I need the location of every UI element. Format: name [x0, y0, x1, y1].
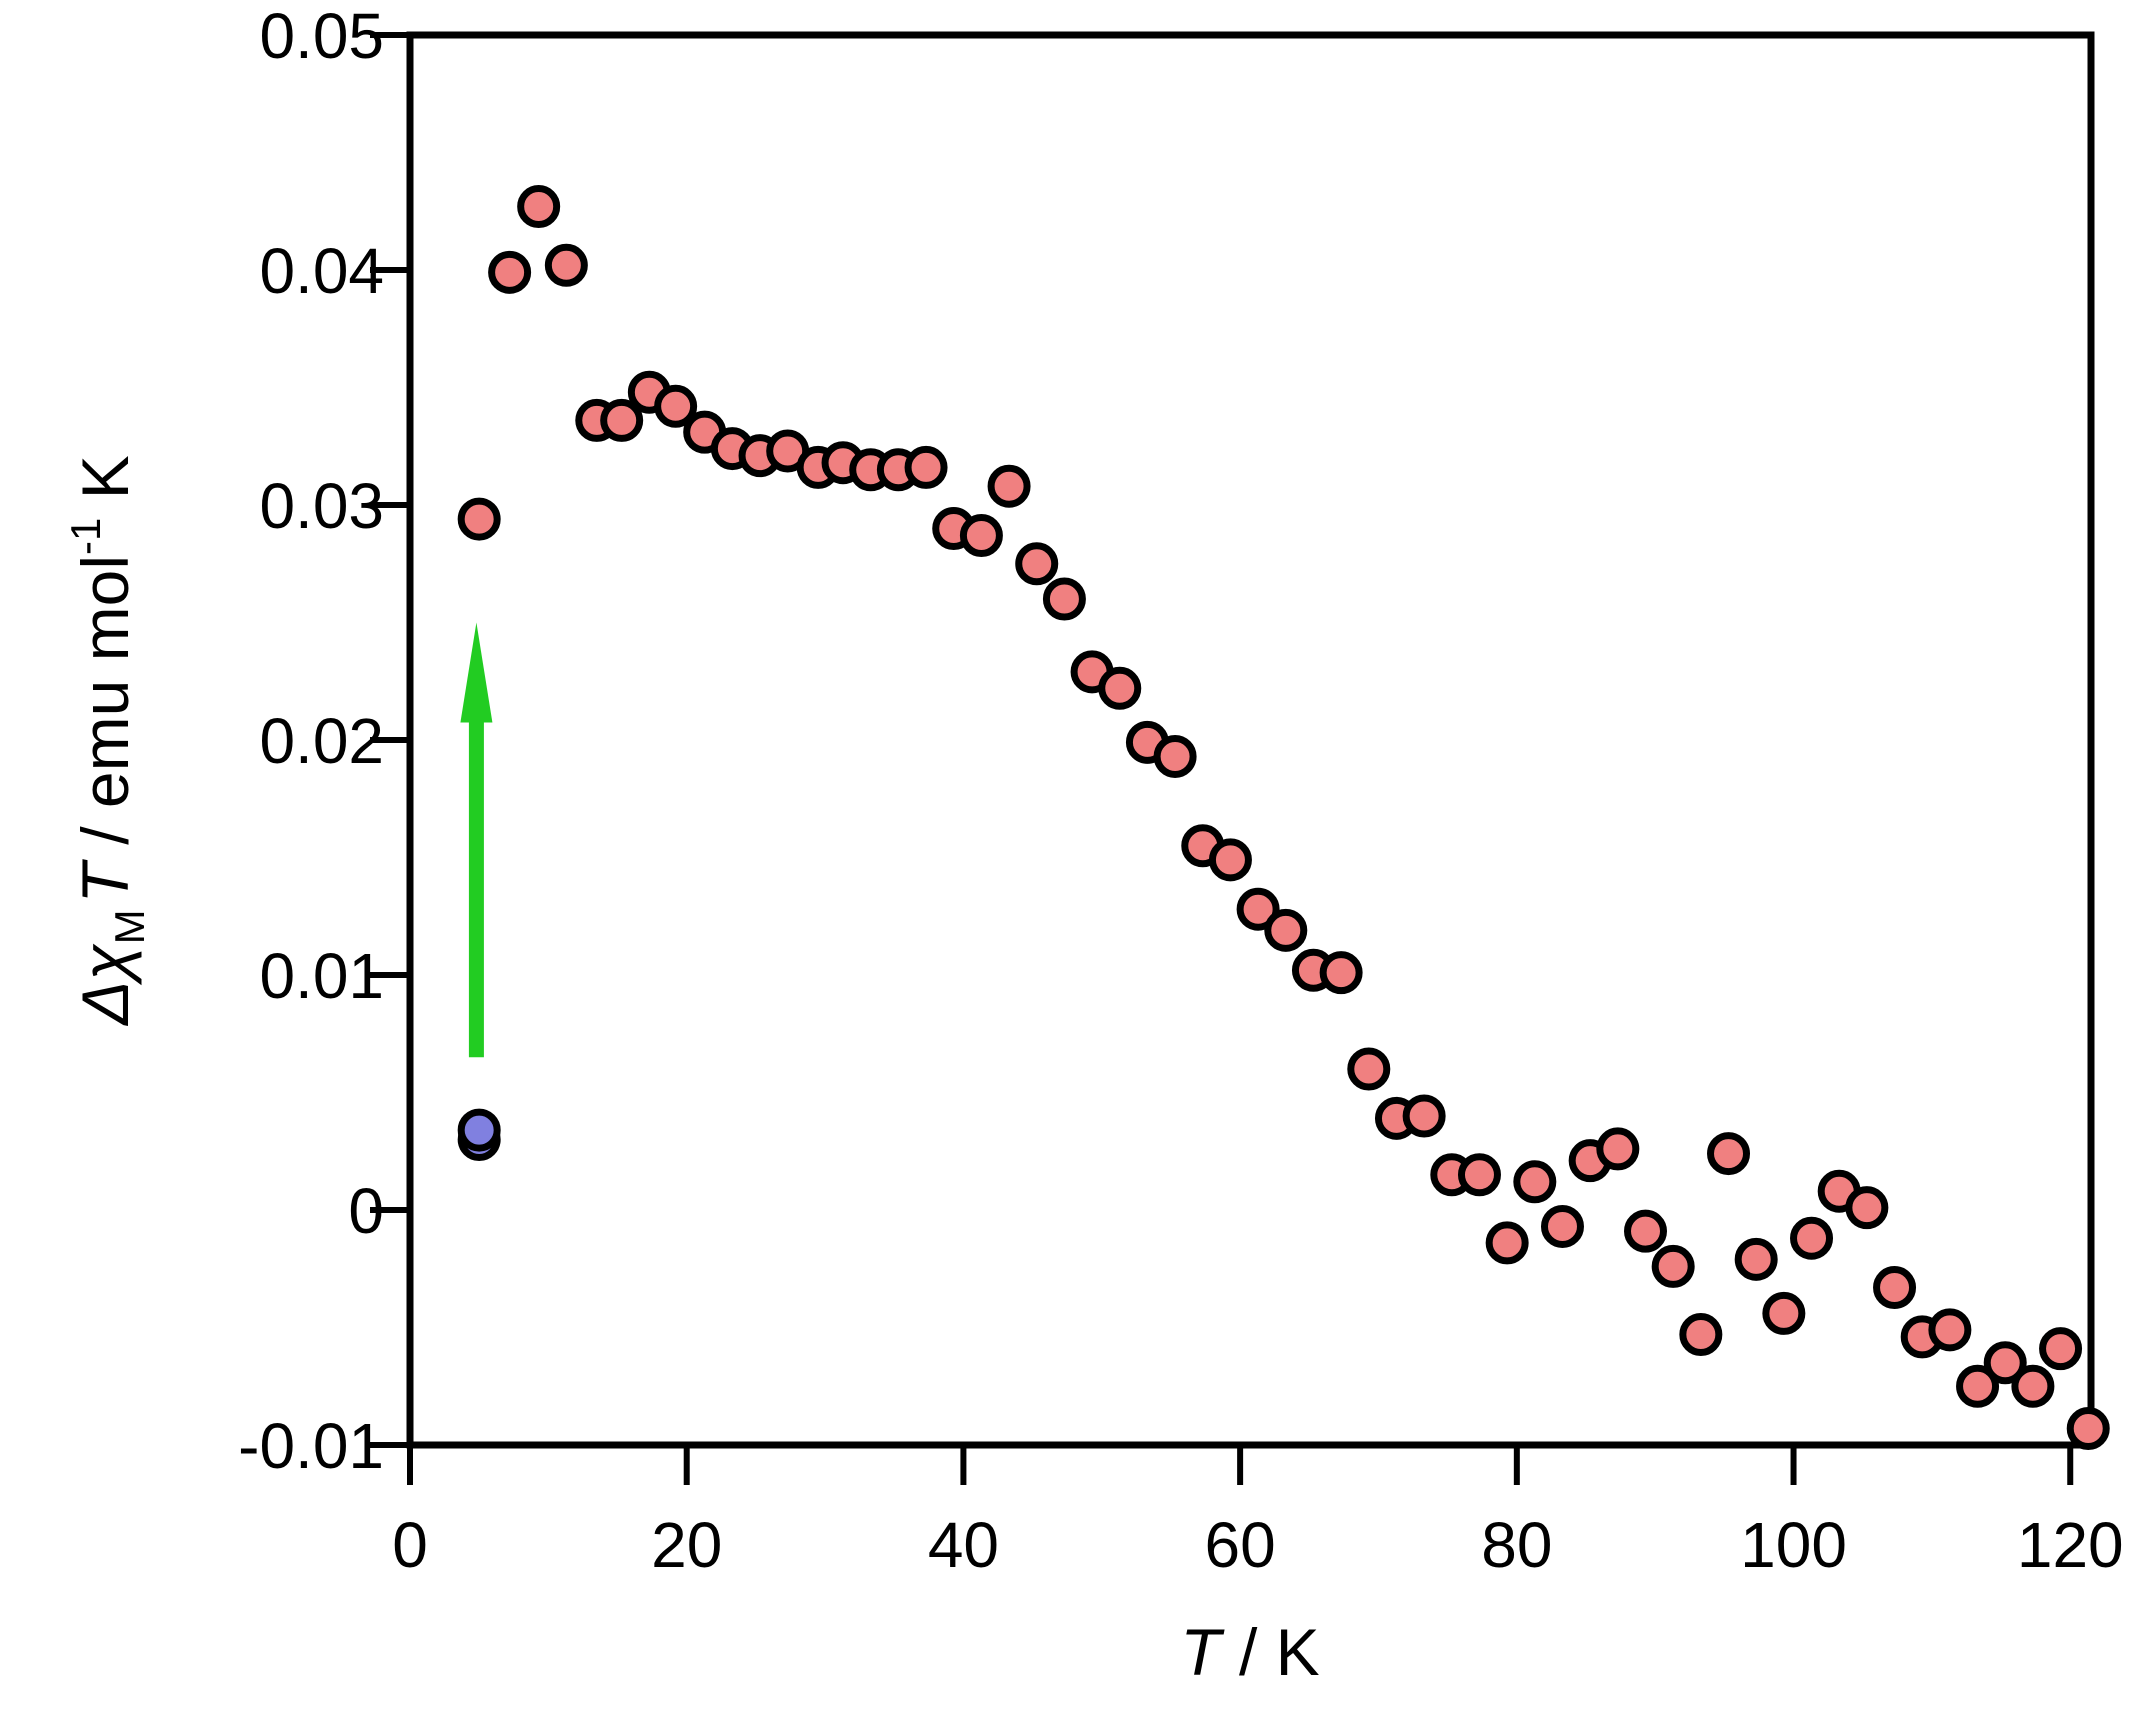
data-point: [1707, 1132, 1751, 1176]
data-point: [2039, 1327, 2083, 1371]
data-point: [488, 250, 532, 294]
data-point: [1264, 908, 1308, 952]
x-tick-label: 100: [1740, 1509, 1847, 1581]
data-point: [1319, 951, 1363, 995]
y-axis: -0.01 0 0.01 0.02 0.03 0.04 0.05: [238, 0, 410, 1482]
x-tick-label: 80: [1481, 1509, 1552, 1581]
data-point: [2066, 1407, 2110, 1451]
data-point: [1485, 1221, 1529, 1265]
data-point: [1651, 1244, 1695, 1288]
data-point: [904, 445, 948, 489]
data-point: [457, 1108, 501, 1152]
data-point: [1236, 887, 1280, 931]
x-tick-label: 0: [392, 1509, 428, 1581]
data-point: [1928, 1308, 1972, 1352]
data-point: [1845, 1186, 1889, 1230]
x-tick-label: 20: [651, 1509, 722, 1581]
y-tick-label: 0.02: [259, 705, 384, 777]
y-tick-label: 0.03: [259, 470, 384, 542]
data-point: [1347, 1047, 1391, 1091]
data-point: [1208, 838, 1252, 882]
arrow-head: [460, 622, 493, 723]
plot-frame: [406, 31, 2095, 1449]
annotations: [460, 622, 493, 1058]
data-point: [1098, 666, 1142, 710]
data-point: [654, 384, 698, 428]
x-tick-label: 40: [928, 1509, 999, 1581]
data-point: [1679, 1313, 1723, 1357]
data-point: [1624, 1209, 1668, 1253]
data-points: [457, 185, 2110, 1451]
y-tick-label: 0.05: [259, 0, 384, 72]
data-point: [987, 464, 1031, 508]
data-point: [457, 497, 501, 541]
y-axis-title: ΔχMT / emu mol-1 K: [62, 455, 153, 1026]
data-point: [1513, 1160, 1557, 1204]
data-point: [959, 514, 1003, 558]
data-point: [1457, 1153, 1501, 1197]
x-axis: 0 20 40 60 80 100 120: [392, 1445, 2124, 1581]
data-point: [1790, 1216, 1834, 1260]
data-point: [1015, 542, 1059, 586]
data-point: [1540, 1204, 1584, 1248]
y-tick-label: 0: [348, 1175, 384, 1247]
data-point: [1596, 1127, 1640, 1171]
data-point: [1983, 1341, 2027, 1385]
data-point: [1153, 734, 1197, 778]
data-point: [1042, 577, 1086, 621]
data-point: [1402, 1094, 1446, 1138]
data-point: [517, 185, 561, 229]
data-point: [1956, 1364, 2000, 1408]
green-arrow: [460, 622, 493, 1058]
data-point: [1762, 1291, 1806, 1335]
y-tick-label: 0.01: [259, 940, 384, 1012]
data-point: [544, 243, 588, 287]
x-axis-title: T / K: [1180, 1615, 1319, 1689]
data-point: [1734, 1237, 1778, 1281]
y-tick-label: 0.04: [259, 235, 384, 307]
data-point: [1873, 1266, 1917, 1310]
x-tick-label: 60: [1205, 1509, 1276, 1581]
y-tick-label: -0.01: [238, 1410, 384, 1482]
x-tick-label: 120: [2017, 1509, 2124, 1581]
data-point: [2011, 1364, 2055, 1408]
data-point: [600, 398, 644, 442]
